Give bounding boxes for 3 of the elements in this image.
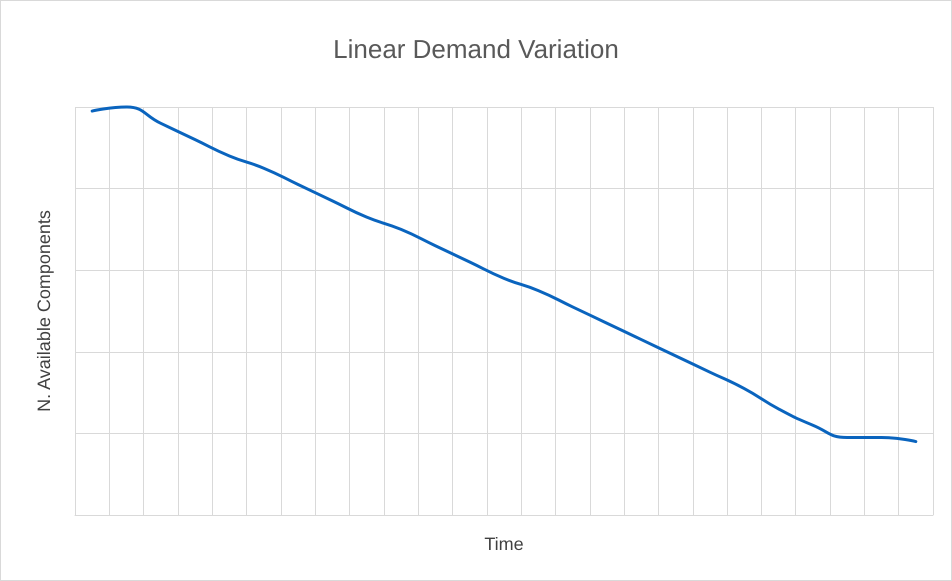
- x-axis-title: Time: [484, 534, 524, 554]
- y-axis-title: N. Available Components: [34, 210, 54, 412]
- chart-title: Linear Demand Variation: [333, 34, 619, 64]
